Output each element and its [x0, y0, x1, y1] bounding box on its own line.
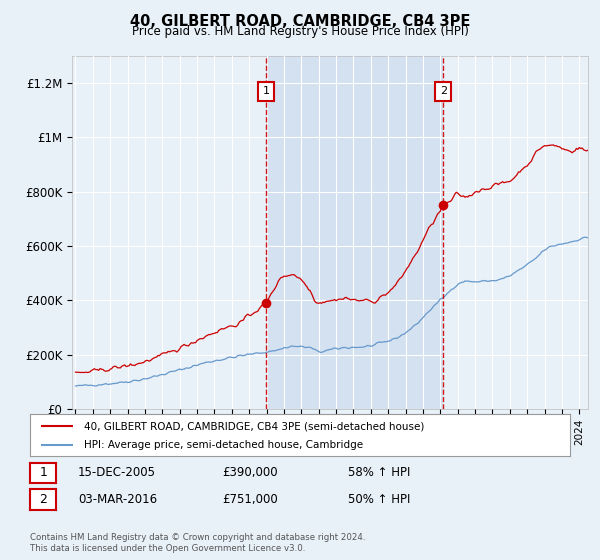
Bar	[266, 56, 443, 409]
Text: 50% ↑ HPI: 50% ↑ HPI	[348, 493, 410, 506]
Text: 40, GILBERT ROAD, CAMBRIDGE, CB4 3PE: 40, GILBERT ROAD, CAMBRIDGE, CB4 3PE	[130, 14, 470, 29]
Text: £390,000: £390,000	[222, 466, 278, 479]
Text: 1: 1	[262, 86, 269, 96]
Text: HPI: Average price, semi-detached house, Cambridge: HPI: Average price, semi-detached house,…	[84, 440, 363, 450]
Text: 15-DEC-2005: 15-DEC-2005	[78, 466, 156, 479]
Text: 1: 1	[39, 466, 47, 479]
Text: 58% ↑ HPI: 58% ↑ HPI	[348, 466, 410, 479]
Text: Contains HM Land Registry data © Crown copyright and database right 2024.
This d: Contains HM Land Registry data © Crown c…	[30, 533, 365, 553]
Text: 40, GILBERT ROAD, CAMBRIDGE, CB4 3PE (semi-detached house): 40, GILBERT ROAD, CAMBRIDGE, CB4 3PE (se…	[84, 421, 424, 431]
Text: 03-MAR-2016: 03-MAR-2016	[78, 493, 157, 506]
Text: 2: 2	[440, 86, 447, 96]
Text: Price paid vs. HM Land Registry's House Price Index (HPI): Price paid vs. HM Land Registry's House …	[131, 25, 469, 38]
Text: 2: 2	[39, 493, 47, 506]
Text: £751,000: £751,000	[222, 493, 278, 506]
